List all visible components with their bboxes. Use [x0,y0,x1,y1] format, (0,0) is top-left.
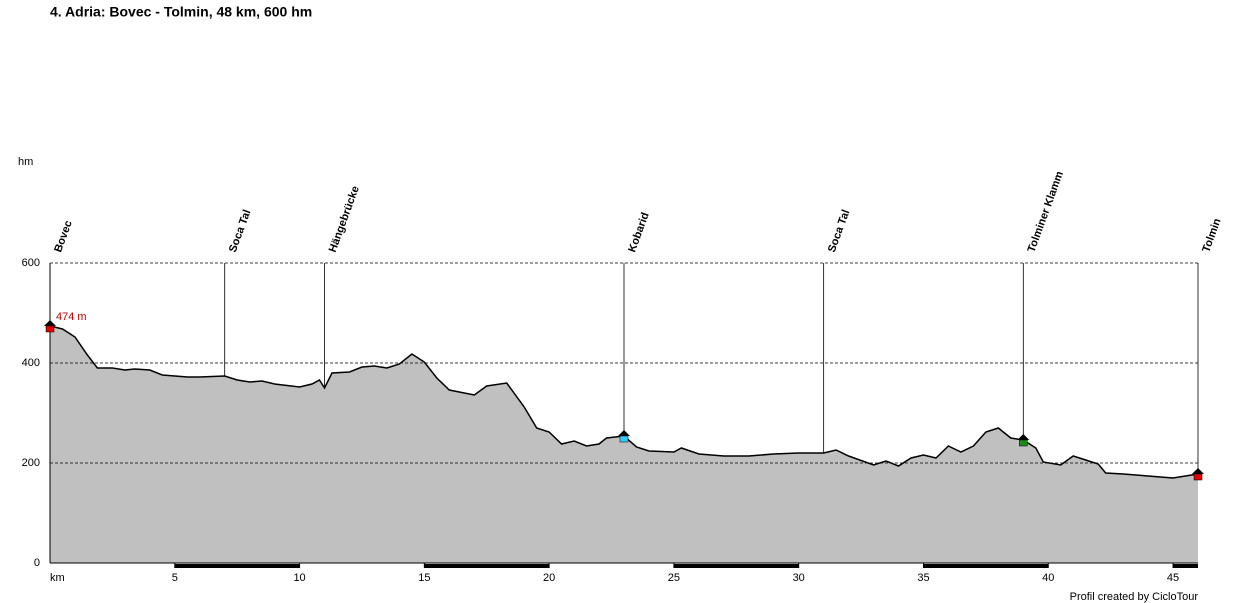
waypoint-marker [1019,439,1028,447]
x-tick-label: 25 [668,572,680,584]
waypoint-marker-roof [44,320,56,326]
axis-band [174,564,300,568]
waypoint-marker [619,435,629,443]
y-tick-label: 0 [34,557,40,569]
x-tick-label: 30 [793,572,805,584]
waypoint-label: Bovec [52,219,75,254]
chart-title: 4. Adria: Bovec - Tolmin, 48 km, 600 hm [50,4,312,20]
axis-band [424,564,550,568]
waypoint-label: Tolmin [1200,217,1223,254]
x-tick-label: 40 [1042,572,1054,584]
elevation-line [49,325,1199,479]
footer: Profil created by CicloTour [1070,591,1199,603]
axis-band [1173,564,1198,568]
waypoint-label: Kobarid [626,211,651,254]
y-tick-label: 200 [22,457,40,469]
x-tick-label: 15 [418,572,430,584]
x-tick-label: 20 [543,572,555,584]
waypoint-marker [1193,473,1203,481]
axis-band [673,564,799,568]
elevation-area [50,326,1198,563]
waypoint-marker [45,325,55,333]
axis-band [923,564,1049,568]
waypoint-marker-roof [618,430,630,436]
waypoint-label: Tolminer Klamm [1026,169,1067,254]
waypoint-marker-roof [1192,468,1204,474]
start-label: 474 m [56,311,87,323]
y-tick-label: 600 [22,257,40,269]
x-tick-label: 5 [172,572,178,584]
x-axis-label: km [50,572,65,584]
waypoint-marker-roof [1017,434,1030,440]
x-tick-label: 35 [917,572,929,584]
x-tick-label: 10 [293,572,305,584]
y-tick-label: 400 [22,357,40,369]
waypoint-label: Soca Tal [227,208,253,254]
waypoint-label: Soca Tal [826,208,852,254]
x-tick-label: 45 [1167,572,1179,584]
waypoint-label: Hängebrücke [327,184,362,254]
y-axis-label: hm [18,156,33,168]
